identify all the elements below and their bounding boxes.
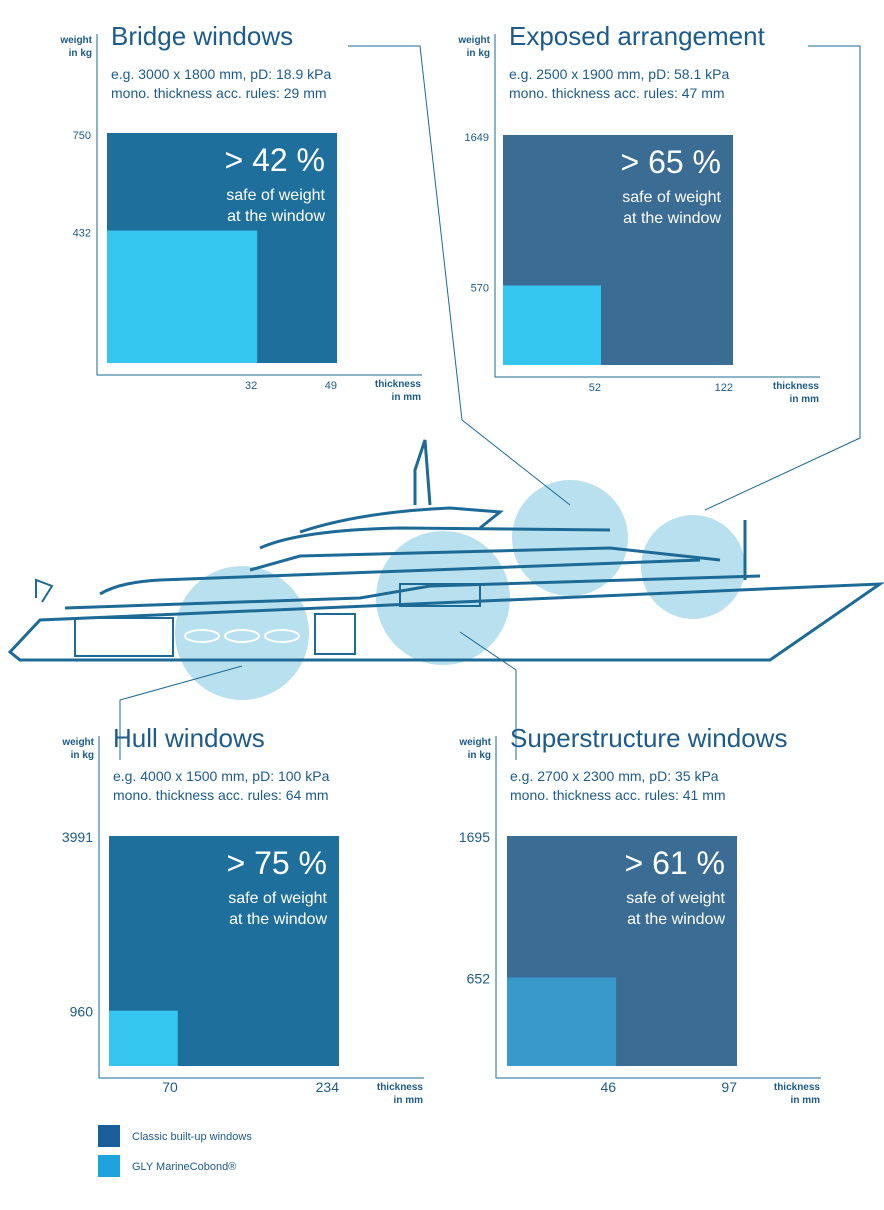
yacht-illustration [7,439,884,700]
y-tick-label: 1649 [465,132,489,144]
legend-label: Classic built-up windows [132,1131,252,1143]
spec: e.g. 4000 x 1500 mm, pD: 100 kPa [113,768,330,784]
x-tick-label: 52 [589,382,601,394]
leader-lines [119,45,861,760]
x-axis-label: thickness [774,1082,821,1093]
note: safe of weight [226,187,325,204]
x-axis-label: in mm [392,392,422,403]
y-tick-label: 750 [73,130,91,142]
x-axis-label: in mm [394,1095,424,1106]
rule: mono. thickness acc. rules: 64 mm [113,787,329,803]
chart-panel: Exposed arrangement e.g. 2500 x 1900 mm, … [457,21,820,405]
x-tick-label: 97 [721,1079,737,1095]
headline: > 42 % [224,142,325,178]
chart-title: Hull windows [113,723,265,753]
y-tick-label: 3991 [62,829,93,845]
x-axis-label: in mm [790,394,820,405]
headline: > 65 % [620,144,721,180]
rule: mono. thickness acc. rules: 29 mm [111,85,327,101]
x-tick-label: 70 [162,1079,178,1095]
x-tick-label: 234 [316,1079,340,1095]
headline: > 61 % [624,845,725,881]
note: safe of weight [228,890,327,907]
note: at the window [627,911,725,928]
x-axis-label: in mm [791,1095,821,1106]
x-tick-label: 46 [600,1079,616,1095]
spec: e.g. 3000 x 1800 mm, pD: 18.9 kPa [111,66,331,82]
axis [96,34,422,376]
gly-rect [507,977,617,1066]
x-tick-label: 122 [715,382,733,394]
x-axis-label: thickness [773,381,820,392]
y-axis-label: weight [457,35,490,46]
chart-panel: Superstructure windows e.g. 2700 x 2300 m… [458,723,821,1106]
note: at the window [623,210,721,227]
y-axis-label: in kg [468,750,491,761]
rule: mono. thickness acc. rules: 47 mm [509,85,725,101]
y-axis-label: weight [458,737,491,748]
note: safe of weight [626,890,725,907]
note: at the window [227,208,325,225]
y-tick-label: 570 [471,282,489,294]
legend-swatch [98,1125,120,1147]
rule: mono. thickness acc. rules: 41 mm [510,787,726,803]
y-axis-label: in kg [71,750,94,761]
note: safe of weight [622,189,721,206]
gly-rect [503,285,602,365]
x-tick-label: 32 [245,380,257,392]
y-tick-label: 1695 [459,829,490,845]
chart-panel: Hull windows e.g. 4000 x 1500 mm, pD: 100… [61,723,424,1106]
chart-title: Exposed arrangement [509,21,766,51]
chart-panel: Bridge windows e.g. 3000 x 1800 mm, pD: 1… [59,21,422,403]
x-tick-label: 49 [325,380,337,392]
gly-rect [109,1010,178,1066]
legend-swatch [98,1155,120,1177]
spec: e.g. 2500 x 1900 mm, pD: 58.1 kPa [509,66,729,82]
gly-rect [107,230,258,363]
note: at the window [229,911,327,928]
y-axis-label: in kg [467,48,490,59]
y-axis-label: weight [59,35,92,46]
chart-title: Superstructure windows [510,723,787,753]
x-axis-label: thickness [375,379,422,390]
y-axis-label: in kg [69,48,92,59]
axis [98,736,424,1079]
axis [494,34,820,378]
y-tick-label: 432 [73,228,91,240]
y-tick-label: 960 [70,1004,94,1020]
y-axis-label: weight [61,737,94,748]
x-axis-label: thickness [377,1082,424,1093]
headline: > 75 % [226,845,327,881]
spec: e.g. 2700 x 2300 mm, pD: 35 kPa [510,768,719,784]
axis [495,736,821,1079]
chart-title: Bridge windows [111,21,293,51]
legend-label: GLY MarineCobond® [132,1161,236,1173]
y-tick-label: 652 [467,971,491,987]
